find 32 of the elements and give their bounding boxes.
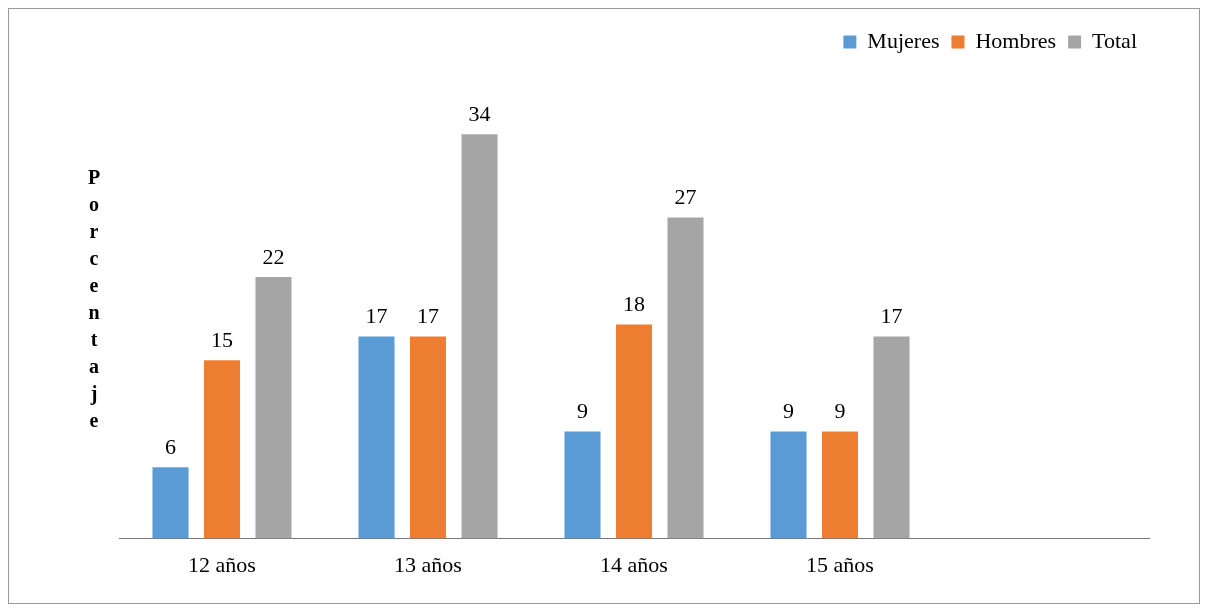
text: Porcentaje: [87, 166, 101, 432]
bar: [770, 431, 807, 539]
bar: [615, 324, 653, 539]
data-label: 17: [417, 303, 439, 329]
x-tick-label: 12 años: [188, 551, 256, 577]
bar: [667, 217, 704, 539]
data-label: 34: [468, 101, 491, 127]
bar: [461, 134, 498, 539]
bar: [203, 360, 241, 539]
data-label: 15: [211, 327, 233, 353]
bar: [152, 467, 189, 539]
data-label: 17: [880, 303, 903, 329]
data-label: 9: [834, 398, 846, 424]
data-label: 6: [165, 434, 176, 460]
bar: [564, 431, 601, 539]
bar: [873, 336, 910, 539]
data-label: 9: [577, 398, 588, 424]
data-label: 18: [623, 291, 645, 317]
data-label: 22: [262, 243, 285, 269]
bar: [358, 336, 395, 539]
legend-label: Total: [1092, 27, 1138, 53]
data-label: 27: [674, 184, 697, 210]
x-tick-label: 13 años: [394, 551, 462, 577]
legend-label: Hombres: [975, 27, 1057, 53]
bar: [821, 431, 859, 539]
data-label: 9: [783, 398, 794, 424]
x-tick-label: 14 años: [600, 551, 668, 577]
bar: [255, 277, 292, 539]
x-tick-label: 15 años: [806, 551, 874, 577]
legend-label: Mujeres: [867, 27, 940, 53]
bar: [409, 336, 447, 539]
data-label: 17: [365, 303, 388, 329]
